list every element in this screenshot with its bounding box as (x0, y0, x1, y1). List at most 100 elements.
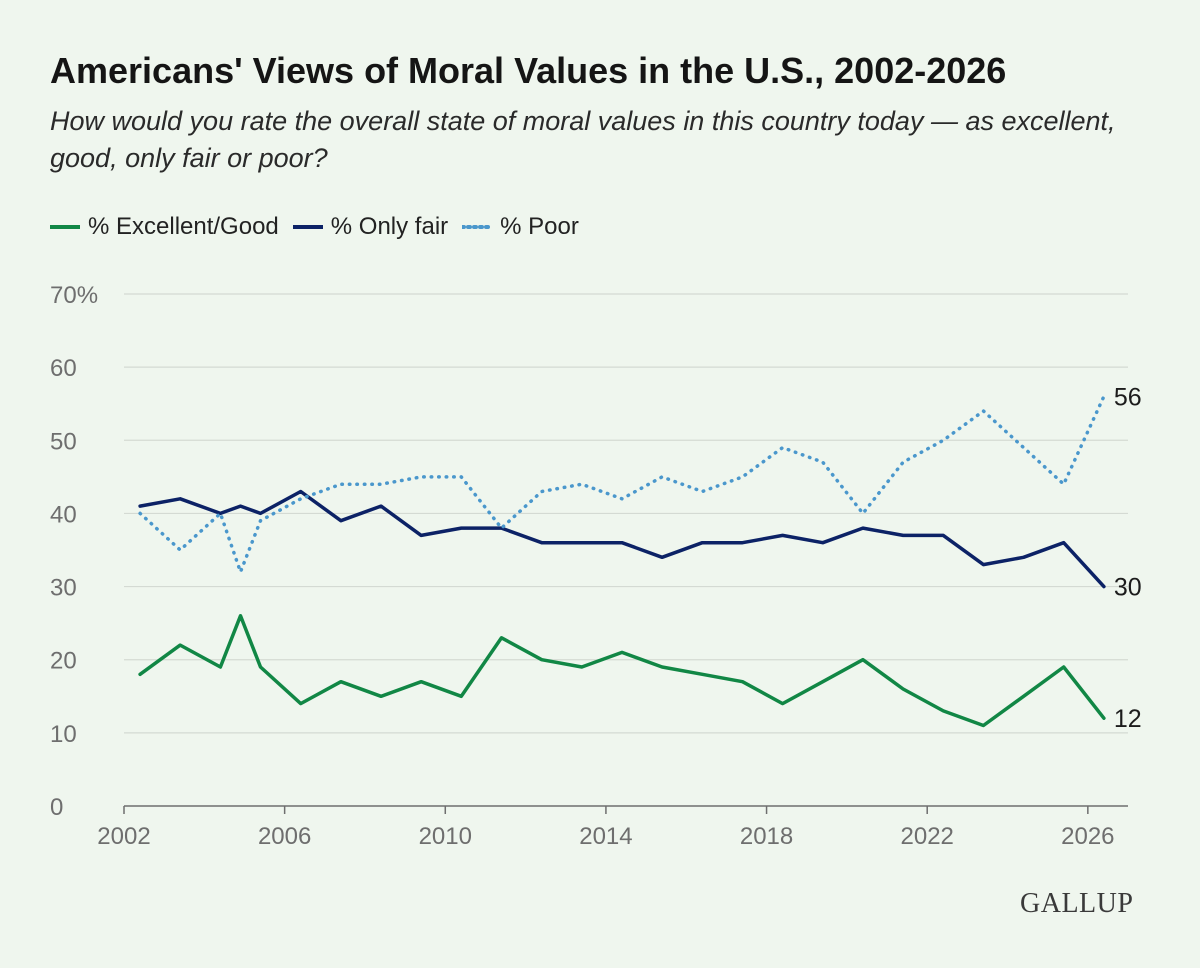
data-point-only-fair (1102, 585, 1105, 588)
data-point-excellent-good (741, 680, 744, 683)
data-point-excellent-good (460, 695, 463, 698)
data-point-only-fair (942, 534, 945, 537)
data-point-poor (701, 490, 704, 493)
data-point-only-fair (540, 541, 543, 544)
x-tick-label: 2026 (1061, 823, 1114, 850)
chart-title: Americans' Views of Moral Values in the … (50, 50, 1007, 91)
data-point-poor (580, 483, 583, 486)
data-point-poor (540, 490, 543, 493)
data-point-poor (460, 475, 463, 478)
legend-swatch-only-fair (292, 225, 323, 229)
data-point-only-fair (661, 556, 664, 559)
data-point-only-fair (420, 534, 423, 537)
data-point-excellent-good (500, 636, 503, 639)
data-point-only-fair (139, 505, 142, 508)
data-point-only-fair (781, 534, 784, 537)
data-point-poor (1062, 483, 1065, 486)
y-tick-label: 10 (50, 721, 77, 748)
data-point-excellent-good (299, 702, 302, 705)
data-point-only-fair (821, 541, 824, 544)
data-point-poor (1022, 446, 1025, 449)
data-point-poor (1102, 395, 1105, 398)
data-point-only-fair (982, 563, 985, 566)
x-tick-label: 2022 (901, 823, 954, 850)
legend-label-only-fair: % Only fair (330, 213, 449, 240)
data-point-excellent-good (380, 695, 383, 698)
data-point-excellent-good (861, 658, 864, 661)
data-point-poor (339, 483, 342, 486)
data-point-excellent-good (219, 666, 222, 669)
data-point-excellent-good (982, 724, 985, 727)
legend-swatch-poor (462, 225, 493, 229)
data-point-poor (239, 570, 242, 573)
data-point-excellent-good (179, 644, 182, 647)
series-line-poor (138, 394, 1106, 574)
data-point-excellent-good (339, 680, 342, 683)
y-tick-label: 70% (50, 282, 98, 309)
chart-legend: % Excellent/Good % Only fair % Poor (50, 212, 593, 242)
data-point-poor (821, 461, 824, 464)
data-point-poor (741, 475, 744, 478)
data-point-excellent-good (1062, 666, 1065, 669)
x-tick-label: 2014 (579, 823, 632, 850)
data-point-excellent-good (821, 680, 824, 683)
legend-item-poor: % Poor (462, 213, 579, 241)
data-point-excellent-good (139, 673, 142, 676)
y-tick-label: 40 (50, 501, 77, 528)
legend-swatch-excellent-good (50, 225, 80, 229)
data-point-poor (781, 446, 784, 449)
data-point-excellent-good (580, 666, 583, 669)
series-lines (138, 394, 1106, 728)
data-point-excellent-good (902, 688, 905, 691)
data-point-poor (380, 483, 383, 486)
data-point-poor (259, 519, 262, 522)
data-point-only-fair (1062, 541, 1065, 544)
legend-item-only-fair: % Only fair (292, 213, 449, 241)
end-label-only-fair: 30 (1114, 574, 1142, 602)
x-tick-label: 2010 (419, 823, 472, 850)
series-line-excellent-good (138, 614, 1106, 728)
data-point-only-fair (902, 534, 905, 537)
x-axis-ticks: 2002 2006 2010 2014 2018 2022 2026 (97, 806, 1115, 850)
data-point-poor (621, 497, 624, 500)
data-point-poor (179, 549, 182, 552)
data-point-poor (219, 512, 222, 515)
data-point-only-fair (380, 505, 383, 508)
x-tick-label: 2018 (740, 823, 793, 850)
data-point-excellent-good (239, 614, 242, 617)
data-point-excellent-good (701, 673, 704, 676)
y-tick-label: 50 (50, 428, 77, 455)
data-point-excellent-good (942, 709, 945, 712)
end-labels: 12 30 56 (1114, 383, 1142, 733)
legend-label-poor: % Poor (500, 213, 579, 240)
data-point-poor (861, 512, 864, 515)
data-point-only-fair (621, 541, 624, 544)
data-point-poor (661, 475, 664, 478)
data-point-excellent-good (540, 658, 543, 661)
x-tick-label: 2002 (97, 823, 150, 850)
data-point-poor (982, 410, 985, 413)
data-point-only-fair (580, 541, 583, 544)
data-point-poor (139, 512, 142, 515)
data-point-only-fair (741, 541, 744, 544)
series-line-only-fair (138, 489, 1106, 589)
data-point-excellent-good (420, 680, 423, 683)
y-tick-label: 20 (50, 648, 77, 675)
data-point-only-fair (299, 490, 302, 493)
data-point-only-fair (861, 527, 864, 530)
data-point-only-fair (179, 497, 182, 500)
data-point-excellent-good (621, 651, 624, 654)
data-point-only-fair (701, 541, 704, 544)
data-point-excellent-good (1102, 717, 1105, 720)
legend-label-excellent-good: % Excellent/Good (88, 213, 279, 240)
data-point-only-fair (239, 505, 242, 508)
y-tick-label: 0 (50, 794, 63, 821)
data-point-only-fair (259, 512, 262, 515)
data-point-poor (902, 461, 905, 464)
data-point-poor (420, 475, 423, 478)
grid-lines (124, 293, 1128, 807)
chart-subtitle: How would you rate the overall state of … (50, 106, 1116, 173)
end-label-poor: 56 (1114, 383, 1142, 411)
x-tick-label: 2006 (258, 823, 311, 850)
y-axis-ticks: 0 10 20 30 40 50 60 70% (50, 282, 98, 821)
